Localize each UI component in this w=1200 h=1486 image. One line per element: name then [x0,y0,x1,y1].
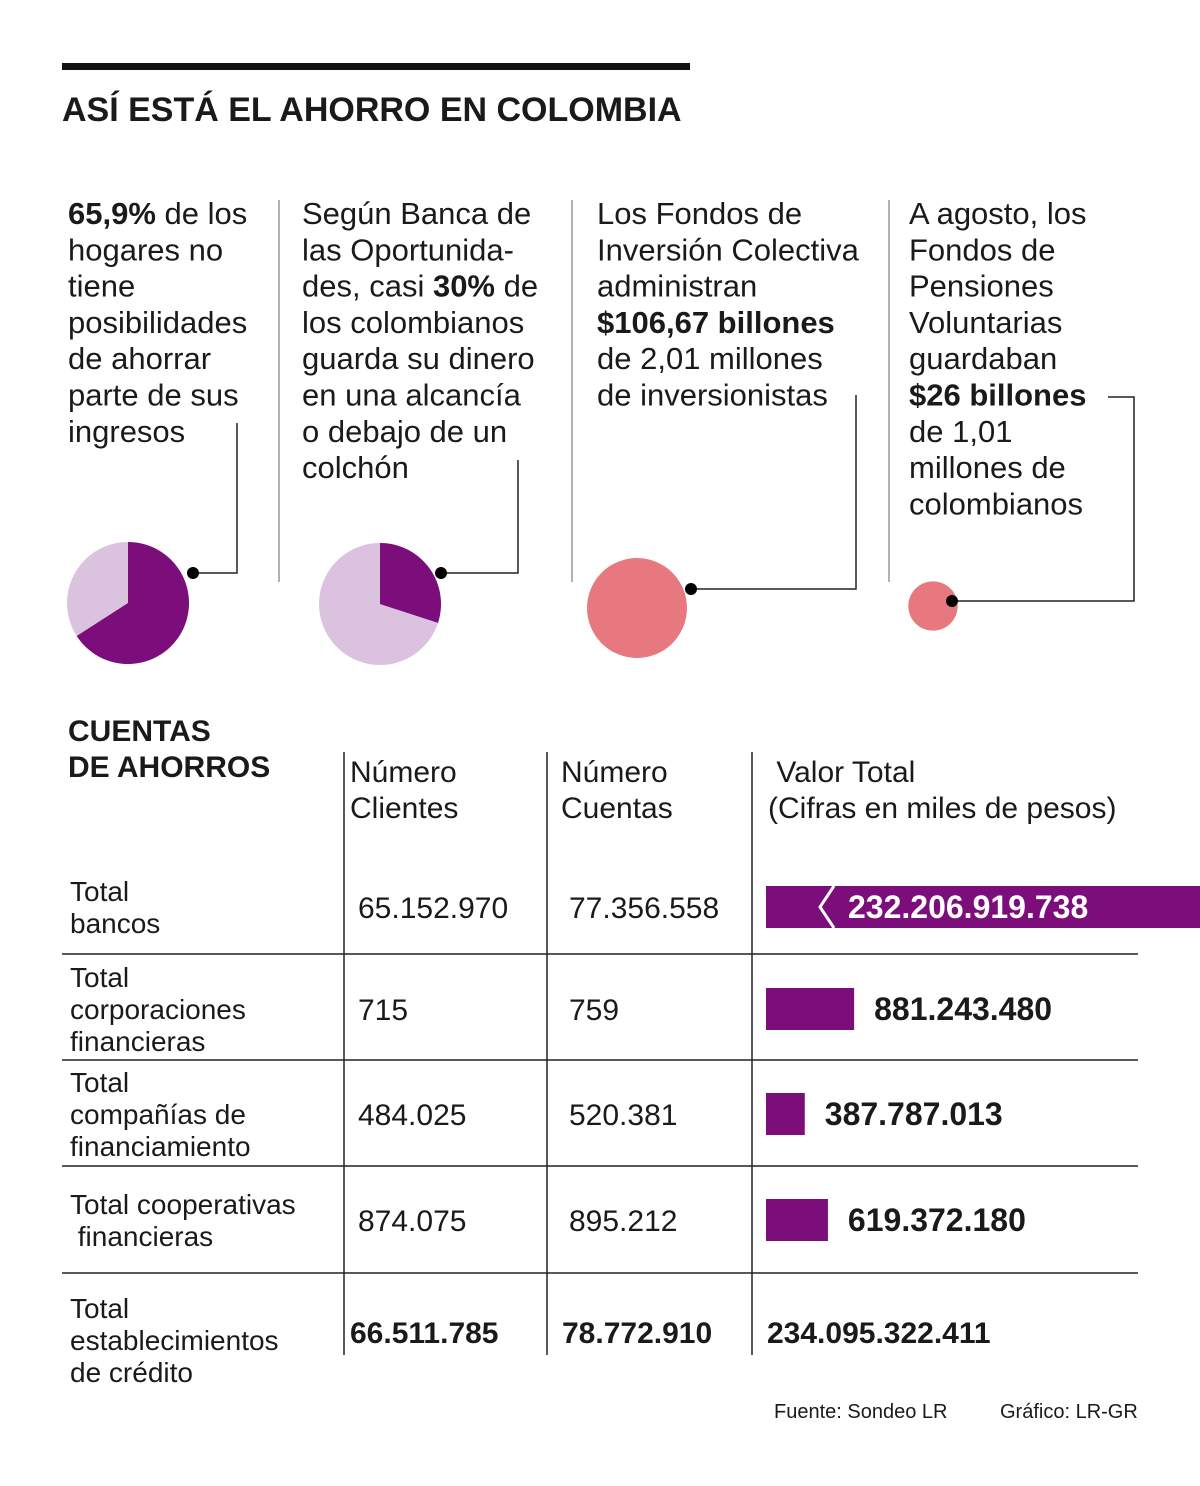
connector-dot [685,583,697,595]
block-line: de 2,01 millones [597,341,823,376]
block-line: ingresos [68,414,185,449]
block-line: des, casi 30% de [302,269,538,304]
connector-dot [435,567,447,579]
connector-dot [187,567,199,579]
table-lines [62,752,1138,1355]
block-line: posibilidades [68,305,247,340]
title-bar [62,63,690,70]
bubble [587,558,687,658]
block-line: colchón [302,450,409,485]
bar [766,1199,828,1241]
block-line: Según Banca de [302,196,531,231]
bar [766,988,855,1030]
accounts: 77.356.558 [569,892,719,925]
accounts: 895.212 [569,1205,677,1238]
row-label: Total cooperativas [70,1189,296,1220]
value-label: 619.372.180 [848,1202,1026,1238]
clients: 715 [358,994,408,1027]
total-value: 234.095.322.411 [767,1317,991,1350]
text-run: de [495,269,538,304]
source: Fuente: Sondeo LR [774,1401,947,1423]
break-mark [818,885,836,929]
column-header: Clientes [350,792,458,825]
block-line: tiene [68,269,135,304]
row-label: Total [70,876,129,907]
column-header: Cuentas [561,792,673,825]
column-header: (Cifras en miles de pesos) [768,792,1116,825]
pie-slice [76,542,189,664]
block-line: 65,9% de los [68,196,247,231]
block-line: administran [597,269,757,304]
column-header: Número [350,756,457,789]
clients: 874.075 [358,1205,466,1238]
block-line: $26 billones [909,378,1086,413]
row-label: corporaciones [70,994,246,1025]
highlight: 30% [433,269,495,304]
block-line: Los Fondos de [597,196,802,231]
pie-slice [380,543,441,623]
table-title: CUENTAS [68,715,211,748]
row-label: financiamiento [70,1131,251,1162]
row-label: establecimientos [70,1325,279,1356]
block-line: o debajo de un [302,414,507,449]
row-label: Total [70,1067,129,1098]
block-line: parte de sus [68,378,239,413]
separators [193,200,1135,602]
column-header: Número [561,756,668,789]
block-line: Fondos de [909,232,1056,267]
block-line: millones de [909,450,1066,485]
text-run: des, casi [302,269,433,304]
highlight: $106,67 billones [597,305,835,340]
block-line: $106,67 billones [597,305,835,340]
total-accounts: 78.772.910 [562,1317,712,1350]
bar [766,1093,805,1135]
accounts: 520.381 [569,1099,677,1132]
row-label: financieras [70,1221,213,1252]
block-line: de ahorrar [68,341,211,376]
row-label: financieras [70,1026,205,1057]
block-line: en una alcancía [302,378,522,413]
accounts: 759 [569,994,619,1027]
block-line: de inversionistas [597,378,828,413]
connector-dot [946,595,958,607]
bar [766,886,1200,928]
highlight: $26 billones [909,378,1086,413]
total-clients: 66.511.785 [350,1317,499,1350]
clients: 484.025 [358,1099,466,1132]
block-line: los colombianos [302,305,524,340]
row-label: de crédito [70,1357,193,1388]
block-line: hogares no [68,232,223,267]
table-title: DE AHORROS [68,751,270,784]
credit: Gráfico: LR-GR [1000,1401,1138,1423]
row-label: bancos [70,908,160,939]
block-line: guardaban [909,341,1057,376]
value-label: 387.787.013 [825,1096,1003,1132]
block-line: guarda su dinero [302,341,535,376]
column-header: Valor Total [768,756,915,789]
clients: 65.152.970 [358,892,508,925]
block-line: colombianos [909,486,1083,521]
text-run: de los [156,196,247,231]
block-line: las Oportunida- [302,232,514,267]
block-line: Inversión Colectiva [597,232,860,267]
block-line: A agosto, los [909,196,1087,231]
value-label: 881.243.480 [874,991,1052,1027]
highlight: 65,9% [68,196,156,231]
block-line: Voluntarias [909,305,1062,340]
bubble [908,581,958,631]
block-line: de 1,01 [909,414,1012,449]
row-label: compañías de [70,1099,246,1130]
title: ASÍ ESTÁ EL AHORRO EN COLOMBIA [62,91,682,129]
row-label: Total [70,962,129,993]
block-line: Pensiones [909,269,1054,304]
value-label: 232.206.919.738 [848,889,1088,925]
bars [766,886,1200,1241]
row-label: Total [70,1293,129,1324]
